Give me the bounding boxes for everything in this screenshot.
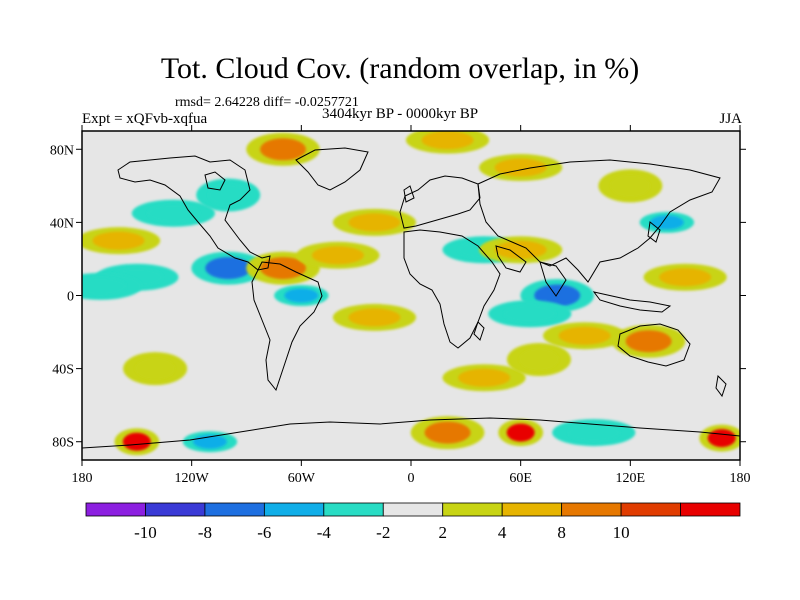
colorbar-label: -6 bbox=[257, 523, 271, 542]
anomaly-patch bbox=[135, 357, 176, 380]
y-tick-label: 0 bbox=[67, 290, 74, 305]
anomaly-patch bbox=[424, 421, 471, 444]
anomaly-patch bbox=[147, 204, 200, 223]
colorbar-label: 4 bbox=[498, 523, 507, 542]
anomaly-patch bbox=[503, 304, 556, 323]
coast-uk bbox=[403, 185, 415, 203]
colorbar-label: 10 bbox=[613, 523, 630, 542]
anomaly-patch bbox=[421, 131, 474, 150]
anomaly-patch bbox=[260, 138, 307, 161]
x-tick-label: 60E bbox=[509, 471, 532, 486]
coast-hudson-bay bbox=[204, 171, 226, 191]
coast-madagascar bbox=[473, 321, 485, 341]
colorbar-swatch bbox=[85, 502, 146, 517]
anomaly-patch bbox=[649, 215, 684, 230]
anomaly-patch bbox=[284, 288, 319, 303]
anomaly-patch bbox=[311, 246, 364, 265]
coast-arabia bbox=[495, 245, 527, 273]
colorbar-swatch bbox=[501, 502, 563, 517]
colorbar-swatch bbox=[382, 502, 444, 517]
anomaly-patch bbox=[567, 423, 620, 442]
colorbar-label: -4 bbox=[317, 523, 332, 542]
x-tick-label: 120E bbox=[616, 471, 646, 486]
coast-africa bbox=[403, 229, 501, 349]
anomaly-patch bbox=[625, 330, 672, 353]
coast-australia bbox=[617, 323, 691, 367]
anomaly-patch bbox=[208, 183, 249, 206]
anomaly-patch bbox=[348, 308, 401, 327]
x-tick-label: 180 bbox=[72, 471, 93, 486]
anomaly-patch bbox=[82, 277, 127, 296]
colorbar-label: 8 bbox=[557, 523, 566, 542]
colorbar-swatch bbox=[442, 502, 503, 517]
x-tick-label: 180 bbox=[730, 471, 751, 486]
colorbar-swatch bbox=[561, 502, 622, 517]
colorbar-swatch bbox=[204, 502, 265, 517]
colorbar-label: 2 bbox=[438, 523, 447, 542]
anomaly-patch bbox=[518, 348, 559, 371]
coast-antarctica bbox=[82, 417, 740, 449]
coast-japan bbox=[647, 221, 661, 243]
anomaly-patch bbox=[707, 429, 736, 448]
coast-indonesia bbox=[592, 291, 672, 313]
stats-text: rmsd= 2.64228 diff= -0.0257721 bbox=[175, 95, 359, 110]
anomaly-patch bbox=[558, 326, 611, 345]
anomaly-patch bbox=[534, 284, 581, 307]
anomaly-patch bbox=[205, 257, 252, 280]
x-tick-label: 120W bbox=[175, 471, 210, 486]
colorbar: -10 -8 -6 -4 -2 2 4 8 10 bbox=[85, 502, 741, 542]
experiment-text: Expt = xQFvb-xqfua bbox=[82, 111, 208, 127]
anomaly-patch bbox=[458, 368, 511, 387]
coast-south-america bbox=[251, 261, 323, 392]
coast-india bbox=[539, 261, 567, 297]
x-tick-label: 0 bbox=[408, 471, 415, 486]
anomaly-patch bbox=[494, 240, 547, 259]
coast-asia bbox=[477, 159, 721, 283]
y-tick-label: 80N bbox=[50, 143, 74, 158]
coast-new-zealand bbox=[715, 374, 727, 398]
anomaly-patch bbox=[122, 432, 151, 451]
colorbar-swatch bbox=[145, 502, 206, 517]
colorbar-swatch bbox=[620, 502, 681, 517]
axis-ticks: 180 120W 60W 0 60E 120E 180 80N 40N 0 40S 80S bbox=[50, 125, 751, 486]
season-text: JJA bbox=[719, 111, 742, 127]
coast-north-america bbox=[117, 155, 271, 271]
coastlines bbox=[82, 147, 740, 449]
coast-greenland bbox=[295, 147, 369, 191]
colorbar-swatch bbox=[323, 502, 384, 517]
x-tick-label: 60W bbox=[288, 471, 316, 486]
map-title: Tot. Cloud Cov. (random overlap, in %) bbox=[160, 52, 640, 85]
period-text: 3404kyr BP - 0000kyr BP bbox=[322, 106, 479, 122]
y-tick-label: 80S bbox=[52, 436, 74, 451]
anomaly-patch bbox=[610, 174, 651, 197]
y-tick-label: 40N bbox=[50, 216, 74, 231]
y-tick-label: 40S bbox=[52, 363, 74, 378]
colorbar-label: -8 bbox=[198, 523, 212, 542]
colorbar-label: -10 bbox=[134, 523, 157, 542]
anomaly-field bbox=[82, 131, 740, 456]
anomaly-patch bbox=[92, 231, 145, 250]
anomaly-patch bbox=[348, 213, 401, 232]
colorbar-swatch bbox=[680, 502, 741, 517]
anomaly-patch bbox=[659, 268, 712, 287]
colorbar-label: -2 bbox=[376, 523, 390, 542]
colorbar-swatch bbox=[263, 502, 325, 517]
anomaly-patch bbox=[506, 423, 535, 442]
